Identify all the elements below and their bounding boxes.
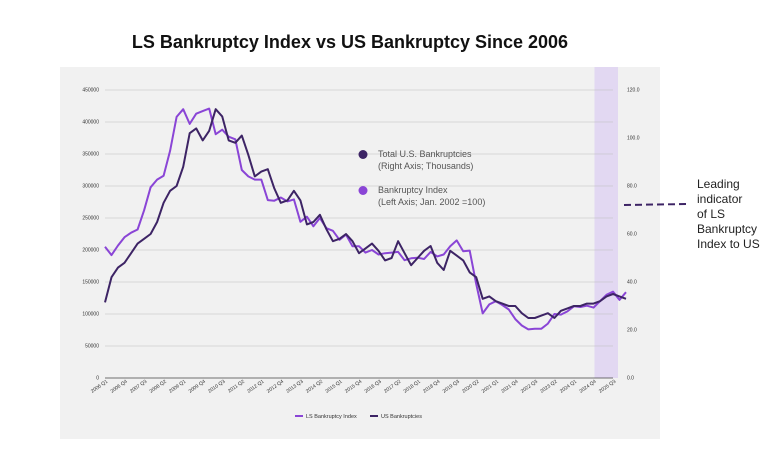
x-tick-label: 2024 Q4: [578, 379, 597, 395]
annotation-ls-label: Bankruptcy Index: [378, 185, 448, 195]
x-tick-label: 2018 Q4: [422, 379, 441, 395]
left-tick-label: 250000: [82, 216, 99, 222]
annotation-ls: Bankruptcy Index (Left Axis; Jan. 2002 =…: [358, 185, 485, 207]
left-tick-label: 350000: [82, 152, 99, 158]
x-tick-label: 2009 Q4: [188, 379, 207, 395]
x-tick-label: 2017 Q2: [383, 379, 402, 395]
annotation-us-label: Total U.S. Bankruptcies: [378, 149, 472, 159]
x-tick-label: 2007 Q3: [129, 379, 148, 395]
right-tick-label: 20.0: [627, 328, 637, 334]
side-note-line: Index to US: [697, 237, 760, 251]
side-note-line: Leading: [697, 177, 740, 191]
chart-title: LS Bankruptcy Index vs US Bankruptcy Sin…: [131, 32, 569, 52]
x-tick-label: 2021 Q4: [500, 379, 519, 395]
left-tick-label: 50000: [85, 344, 99, 350]
dashed-pointer-line: [623, 203, 689, 206]
x-tick-label: 2011 Q2: [227, 379, 246, 395]
x-tick-label: 2014 Q2: [305, 379, 324, 395]
side-note-line: Bankruptcy: [697, 222, 758, 236]
x-tick-label: 2012 Q4: [266, 379, 285, 395]
side-note-line: of LS: [697, 207, 726, 221]
x-tick-label: 2015 Q4: [344, 379, 363, 395]
right-tick-label: 100.0: [627, 136, 640, 142]
left-tick-label: 150000: [82, 280, 99, 286]
x-tick-label: 2021 Q1: [481, 379, 500, 395]
annotation-ls-sublabel: (Left Axis; Jan. 2002 =100): [378, 197, 485, 207]
x-tick-label: 2019 Q3: [442, 379, 461, 395]
side-note-line: indicator: [697, 192, 743, 206]
x-tick-label: 2015 Q1: [324, 379, 343, 395]
annotation-us-marker: [358, 150, 368, 159]
annotation-ls-marker: [358, 186, 368, 195]
x-tick-label: 2022 Q3: [520, 379, 539, 395]
x-tick-label: 2012 Q1: [246, 379, 265, 395]
right-tick-label: 0.0: [627, 376, 634, 382]
series-lines: [104, 107, 627, 331]
x-tick-label: 2024 Q1: [559, 379, 578, 395]
ls-index-line: [104, 107, 627, 331]
x-tick-label: 2018 Q1: [403, 379, 422, 395]
grid-lines: [105, 89, 613, 379]
us-bankruptcies-line: [104, 108, 627, 319]
x-tick-label: 2006 Q4: [110, 379, 129, 395]
annotation-us: Total U.S. Bankruptcies (Right Axis; Tho…: [358, 149, 473, 171]
x-axis: 2006 Q1 2006 Q4 2007 Q3 2008 Q2 2009 Q1 2009 …: [90, 379, 617, 395]
left-tick-label: 200000: [82, 248, 99, 254]
x-tick-label: 2009 Q1: [168, 379, 187, 395]
x-tick-label: 2008 Q2: [149, 379, 168, 395]
x-tick-label: 2010 Q3: [207, 379, 226, 395]
right-axis: 0.0 20.0 40.0 60.0 80.0 100.0 120.0: [627, 88, 640, 382]
legend-ls-label: LS Bankruptcy Index: [306, 414, 357, 420]
side-note: Leading indicator of LS Bankruptcy Index…: [697, 177, 781, 252]
x-tick-label: 2023 Q2: [539, 379, 558, 395]
right-tick-label: 40.0: [627, 280, 637, 286]
leading-indicator-arrow: [623, 203, 689, 206]
chart-panel: 0 50000 100000 150000 200000 250000 300000 3500…: [60, 67, 660, 439]
x-tick-label: 2006 Q1: [90, 379, 109, 395]
left-axis: 0 50000 100000 150000 200000 250000 300000 3500…: [82, 88, 99, 382]
x-tick-label: 2025 Q3: [598, 379, 617, 395]
x-tick-label: 2013 Q3: [285, 379, 304, 395]
legend: LS Bankruptcy Index US Bankruptcies: [295, 414, 422, 420]
left-tick-label: 100000: [82, 312, 99, 318]
left-tick-label: 450000: [82, 88, 99, 94]
annotation-us-sublabel: (Right Axis; Thousands): [378, 161, 473, 171]
left-tick-label: 0: [96, 376, 99, 382]
x-tick-label: 2020 Q2: [461, 379, 480, 395]
right-tick-label: 120.0: [627, 88, 640, 94]
right-tick-label: 80.0: [627, 184, 637, 190]
x-tick-label: 2016 Q3: [364, 379, 383, 395]
left-tick-label: 300000: [82, 184, 99, 190]
highlight-band: [594, 67, 618, 378]
right-tick-label: 60.0: [627, 232, 637, 238]
chart-svg: 0 50000 100000 150000 200000 250000 300000 3500…: [82, 67, 640, 420]
left-tick-label: 400000: [82, 120, 99, 126]
legend-us-label: US Bankruptcies: [381, 414, 422, 420]
